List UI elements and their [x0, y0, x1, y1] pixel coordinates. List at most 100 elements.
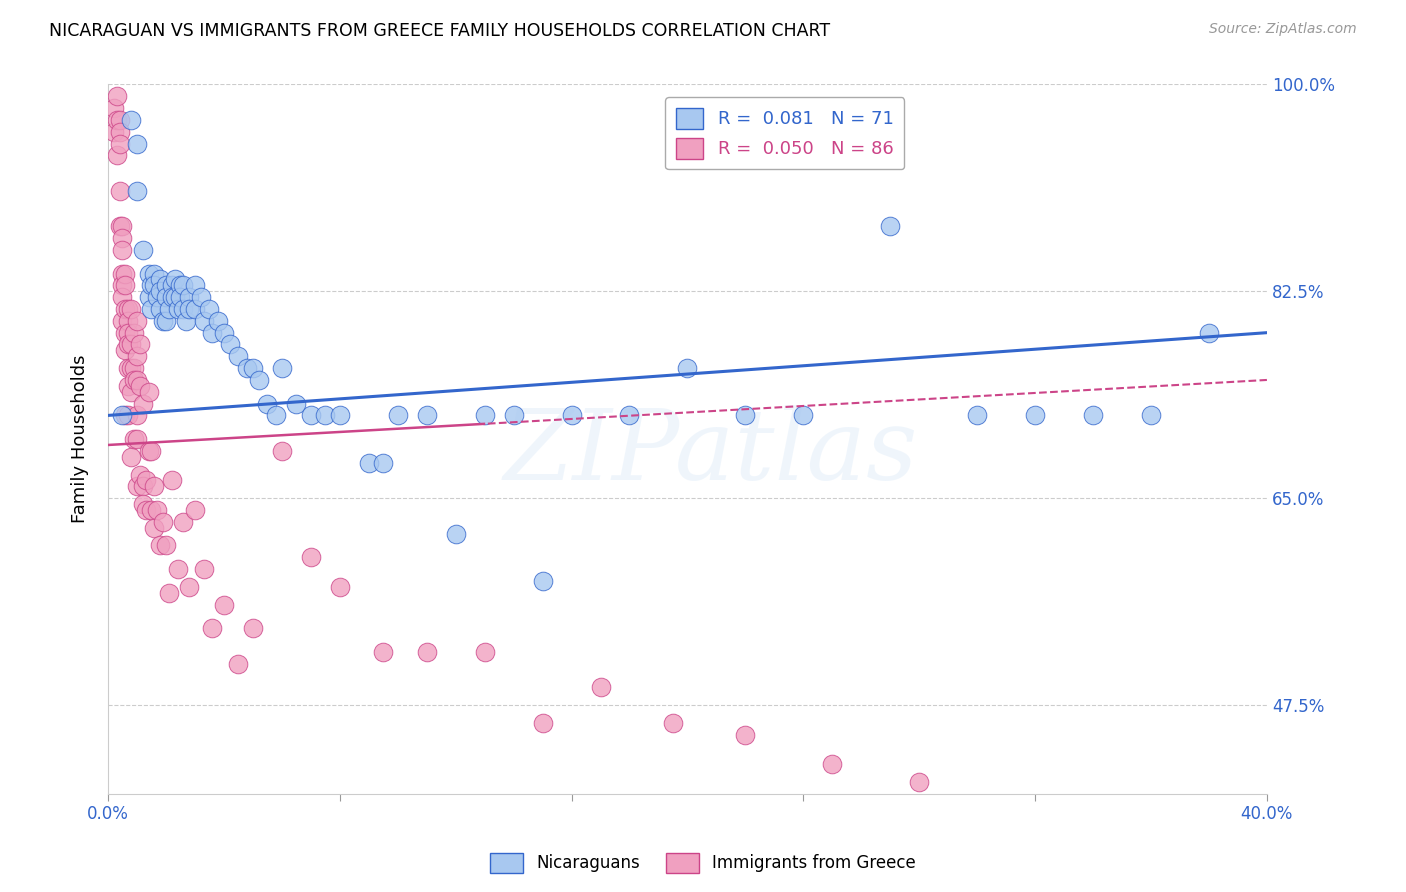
Point: [228, 657, 250, 671]
Point: [444, 526, 467, 541]
Point: [198, 301, 221, 316]
Point: [132, 396, 155, 410]
Point: [117, 326, 139, 340]
Point: [163, 272, 186, 286]
Point: [1024, 409, 1046, 423]
Point: [662, 715, 685, 730]
Point: [114, 267, 136, 281]
Point: [125, 314, 148, 328]
Point: [141, 503, 163, 517]
Point: [256, 396, 278, 410]
Point: [169, 290, 191, 304]
Point: [373, 645, 395, 659]
Point: [329, 580, 352, 594]
Point: [212, 598, 235, 612]
Point: [299, 409, 322, 423]
Point: [111, 409, 134, 423]
Point: [242, 621, 264, 635]
Point: [128, 337, 150, 351]
Point: [821, 757, 844, 772]
Point: [114, 278, 136, 293]
Point: [138, 443, 160, 458]
Point: [152, 314, 174, 328]
Point: [125, 373, 148, 387]
Point: [207, 314, 229, 328]
Point: [172, 515, 194, 529]
Point: [125, 184, 148, 198]
Point: [120, 450, 142, 464]
Point: [111, 290, 134, 304]
Point: [103, 101, 125, 115]
Point: [166, 562, 188, 576]
Point: [149, 285, 172, 299]
Point: [502, 409, 524, 423]
Point: [108, 112, 131, 127]
Point: [117, 361, 139, 376]
Point: [128, 379, 150, 393]
Point: [114, 301, 136, 316]
Point: [247, 373, 270, 387]
Point: [108, 125, 131, 139]
Point: [1081, 409, 1104, 423]
Point: [141, 278, 163, 293]
Point: [138, 384, 160, 399]
Point: [138, 290, 160, 304]
Point: [125, 136, 148, 151]
Point: [1140, 409, 1163, 423]
Point: [122, 361, 145, 376]
Point: [157, 585, 180, 599]
Point: [172, 278, 194, 293]
Point: [1198, 326, 1220, 340]
Point: [163, 290, 186, 304]
Point: [193, 314, 215, 328]
Point: [146, 503, 169, 517]
Point: [474, 645, 496, 659]
Point: [155, 278, 177, 293]
Point: [122, 373, 145, 387]
Point: [561, 409, 583, 423]
Point: [143, 278, 166, 293]
Point: [149, 301, 172, 316]
Point: [373, 456, 395, 470]
Point: [132, 479, 155, 493]
Point: [879, 219, 901, 234]
Point: [201, 326, 224, 340]
Point: [143, 479, 166, 493]
Point: [117, 301, 139, 316]
Point: [908, 775, 931, 789]
Point: [149, 538, 172, 552]
Point: [117, 314, 139, 328]
Point: [242, 361, 264, 376]
Point: [270, 361, 292, 376]
Point: [108, 219, 131, 234]
Point: [125, 409, 148, 423]
Point: [120, 361, 142, 376]
Point: [117, 337, 139, 351]
Point: [132, 243, 155, 257]
Point: [111, 219, 134, 234]
Point: [299, 550, 322, 565]
Point: [111, 314, 134, 328]
Point: [141, 301, 163, 316]
Point: [184, 301, 207, 316]
Point: [105, 112, 128, 127]
Point: [117, 409, 139, 423]
Point: [179, 301, 201, 316]
Point: [111, 243, 134, 257]
Point: [122, 326, 145, 340]
Point: [120, 337, 142, 351]
Point: [160, 278, 183, 293]
Point: [155, 314, 177, 328]
Point: [966, 409, 988, 423]
Point: [149, 272, 172, 286]
Point: [264, 409, 287, 423]
Point: [329, 409, 352, 423]
Point: [120, 384, 142, 399]
Legend: Nicaraguans, Immigrants from Greece: Nicaraguans, Immigrants from Greece: [484, 847, 922, 880]
Point: [619, 409, 641, 423]
Point: [387, 409, 409, 423]
Legend: R =  0.081   N = 71, R =  0.050   N = 86: R = 0.081 N = 71, R = 0.050 N = 86: [665, 97, 904, 169]
Point: [122, 432, 145, 446]
Point: [114, 326, 136, 340]
Point: [132, 497, 155, 511]
